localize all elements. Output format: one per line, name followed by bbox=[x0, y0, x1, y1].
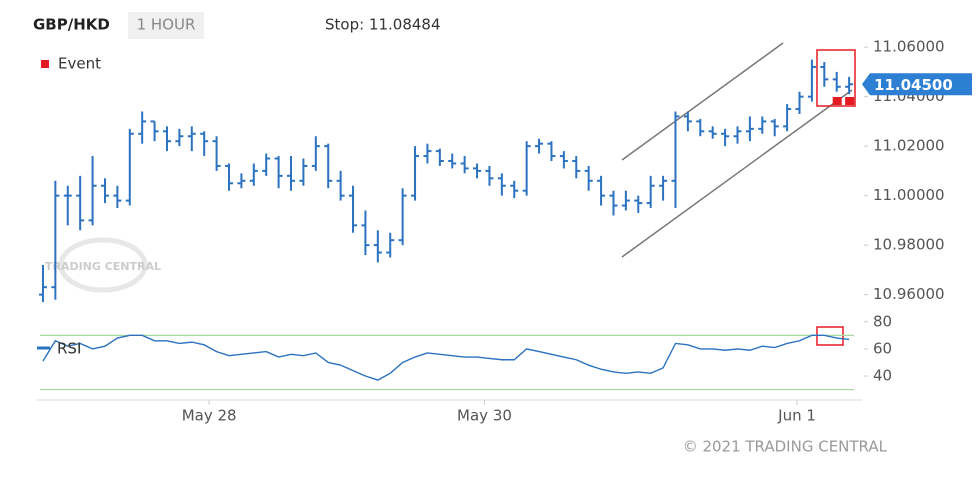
event-marker bbox=[845, 97, 855, 105]
rsi-tick-label: 80 bbox=[873, 312, 892, 330]
y-tick-label: 11.00000 bbox=[873, 186, 945, 204]
stop-label: Stop: 11.08484 bbox=[325, 16, 441, 34]
price-tag-label: 11.04500 bbox=[874, 76, 953, 94]
interval-box bbox=[128, 12, 204, 39]
channel-upper bbox=[621, 42, 784, 161]
symbol: GBP/HKD bbox=[33, 16, 110, 34]
legend-swatch bbox=[41, 60, 49, 68]
rsi-tick-label: 60 bbox=[873, 339, 892, 357]
y-tick-label: 10.96000 bbox=[873, 285, 945, 303]
x-tick-label: May 30 bbox=[457, 407, 512, 425]
x-tick-label: Jun 1 bbox=[777, 407, 816, 425]
price-tag bbox=[862, 73, 972, 96]
copyright: © 2021 TRADING CENTRAL bbox=[683, 438, 888, 456]
interval: 1 HOUR bbox=[137, 16, 196, 34]
ohlc-bars bbox=[38, 59, 854, 303]
y-tick-label: 11.06000 bbox=[873, 38, 945, 56]
rsi-line bbox=[42, 334, 850, 381]
watermark-text: TRADING CENTRAL bbox=[45, 260, 161, 273]
rsi-tick-label: 40 bbox=[873, 367, 892, 385]
x-tick-label: May 28 bbox=[182, 407, 237, 425]
legend-label: Event bbox=[58, 55, 101, 73]
y-tick-label: 10.98000 bbox=[873, 236, 945, 254]
watermark-ring bbox=[58, 237, 148, 293]
watermark bbox=[58, 237, 148, 293]
event-marker bbox=[832, 97, 842, 105]
highlight-box bbox=[816, 49, 856, 107]
rsi-legend-label: RSI bbox=[57, 340, 81, 358]
y-tick-label: 11.02000 bbox=[873, 137, 945, 155]
channel-lower bbox=[621, 89, 853, 258]
